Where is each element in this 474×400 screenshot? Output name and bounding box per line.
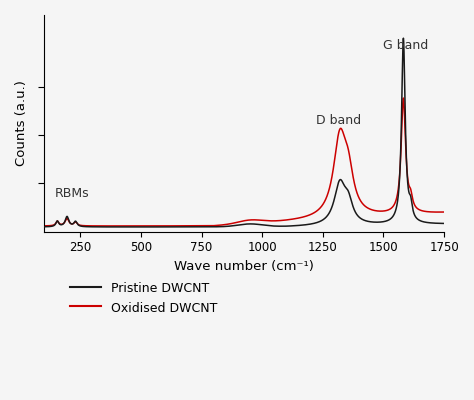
Text: D band: D band	[316, 114, 361, 127]
Legend: Pristine DWCNT, Oxidised DWCNT: Pristine DWCNT, Oxidised DWCNT	[70, 281, 218, 315]
Text: G band: G band	[383, 39, 428, 52]
Y-axis label: Counts (a.u.): Counts (a.u.)	[15, 80, 28, 166]
Text: RBMs: RBMs	[55, 187, 89, 200]
X-axis label: Wave number (cm⁻¹): Wave number (cm⁻¹)	[174, 260, 314, 273]
